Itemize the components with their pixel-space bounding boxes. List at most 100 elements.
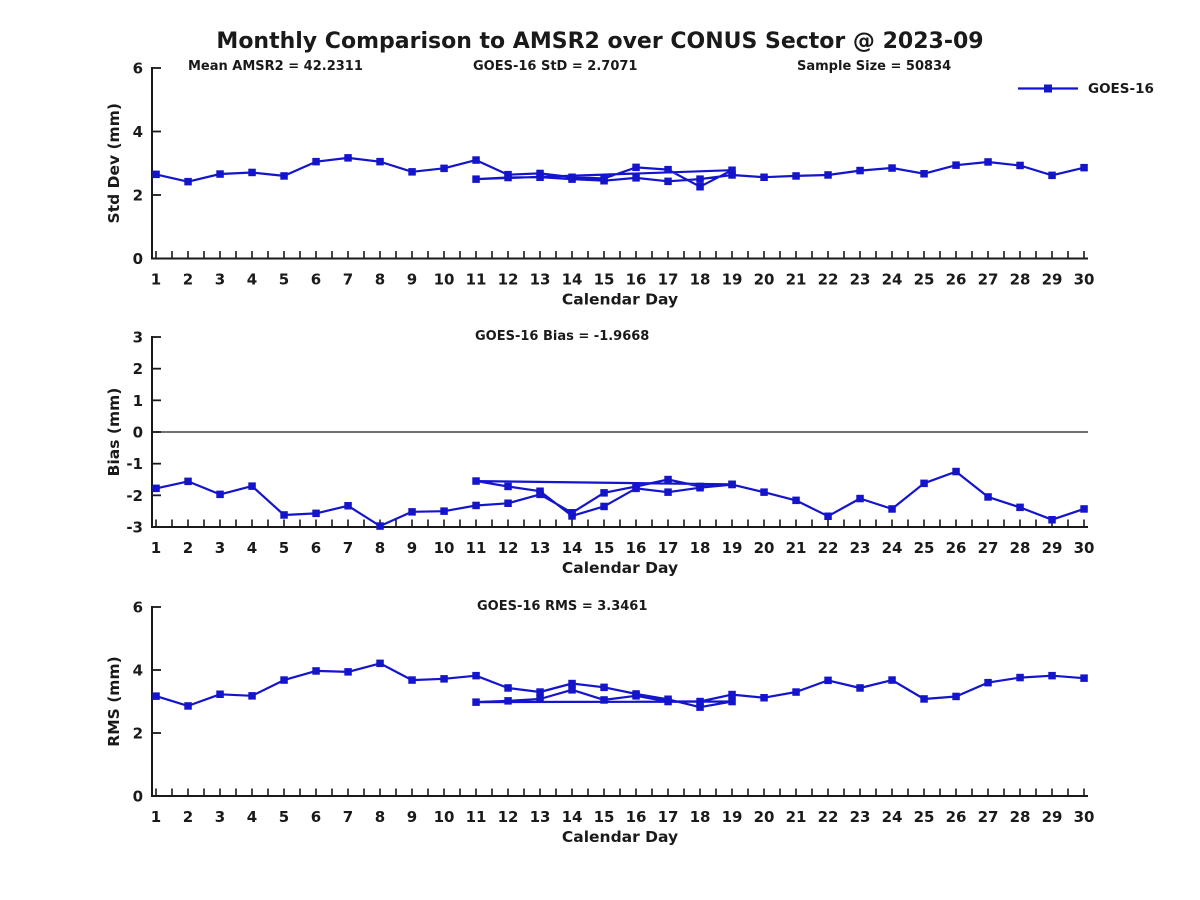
x-tick-label: 25 xyxy=(914,808,935,826)
x-tick-label: 30 xyxy=(1074,539,1095,557)
annotation-mean-amsr2: Mean AMSR2 = 42.2311 xyxy=(188,59,363,74)
data-line xyxy=(154,156,1086,188)
data-point xyxy=(216,690,224,698)
x-tick-label: 12 xyxy=(498,808,519,826)
data-point xyxy=(600,696,608,704)
x-tick-label: 23 xyxy=(850,271,871,289)
x-tick-label: 16 xyxy=(626,808,647,826)
data-point xyxy=(1016,673,1024,682)
x-tick-label: 25 xyxy=(914,539,935,557)
data-point xyxy=(792,688,800,696)
annotation-goes16-rms: GOES-16 RMS = 3.3461 xyxy=(477,599,648,614)
data-point xyxy=(824,512,832,520)
figure-title: Monthly Comparison to AMSR2 over CONUS S… xyxy=(216,29,984,54)
y-tick-label: 4 xyxy=(133,123,143,141)
data-point xyxy=(472,671,480,680)
data-point xyxy=(344,154,352,162)
data-point xyxy=(568,679,576,688)
x-tick-label: 13 xyxy=(530,271,551,289)
data-point xyxy=(1048,171,1056,180)
x-tick-label: 6 xyxy=(311,808,321,826)
data-point xyxy=(472,501,480,510)
x-tick-label: 18 xyxy=(690,271,711,289)
x-tick-label: 25 xyxy=(914,271,935,289)
data-point xyxy=(504,684,512,692)
data-point xyxy=(248,482,256,490)
x-tick-label: 12 xyxy=(498,539,519,557)
data-point xyxy=(856,166,864,175)
x-tick-label: 8 xyxy=(375,539,385,557)
data-point xyxy=(696,484,704,492)
x-tick-label: 5 xyxy=(279,808,289,826)
x-tick-label: 7 xyxy=(343,539,353,557)
data-point xyxy=(312,509,320,518)
x-axis-title: Calendar Day xyxy=(562,828,678,846)
data-point xyxy=(568,175,576,183)
data-point xyxy=(1048,516,1056,524)
legend: GOES-16 xyxy=(1016,80,1154,97)
x-tick-label: 20 xyxy=(754,271,775,289)
x-tick-label: 7 xyxy=(343,271,353,289)
data-point xyxy=(728,166,736,174)
x-tick-label: 27 xyxy=(978,539,999,557)
data-point xyxy=(504,697,512,705)
x-tick-label: 11 xyxy=(466,539,487,557)
data-point xyxy=(920,170,928,178)
data-point xyxy=(920,695,928,703)
x-tick-label: 8 xyxy=(375,808,385,826)
data-point xyxy=(664,165,672,174)
x-tick-label: 11 xyxy=(466,808,487,826)
x-tick-label: 22 xyxy=(818,808,839,826)
x-tick-label: 1 xyxy=(151,808,161,826)
x-tick-label: 30 xyxy=(1074,808,1095,826)
data-point xyxy=(760,488,768,496)
data-point xyxy=(184,702,192,710)
x-tick-label: 26 xyxy=(946,539,967,557)
data-point xyxy=(1080,674,1088,682)
data-point xyxy=(952,467,960,476)
annotation-sample-size: Sample Size = 50834 xyxy=(797,59,952,74)
y-tick-label: -2 xyxy=(126,487,143,505)
x-tick-label: 19 xyxy=(722,539,743,557)
x-tick-label: 5 xyxy=(279,539,289,557)
x-tick-label: 6 xyxy=(311,539,321,557)
x-tick-label: 28 xyxy=(1010,808,1031,826)
x-tick-label: 1 xyxy=(151,539,161,557)
y-axis-title: Std Dev (mm) xyxy=(105,103,123,223)
x-tick-label: 27 xyxy=(978,271,999,289)
data-point xyxy=(632,163,640,172)
x-tick-label: 26 xyxy=(946,271,967,289)
x-tick-label: 1 xyxy=(151,271,161,289)
data-point xyxy=(728,697,736,706)
data-point xyxy=(984,678,992,687)
x-tick-label: 10 xyxy=(434,271,455,289)
data-point xyxy=(184,177,192,186)
data-point xyxy=(984,493,992,501)
data-point xyxy=(152,170,160,179)
data-point xyxy=(1016,161,1024,170)
y-tick-label: 3 xyxy=(133,329,143,347)
x-tick-label: 18 xyxy=(690,539,711,557)
x-tick-label: 21 xyxy=(786,808,807,826)
x-axis-title: Calendar Day xyxy=(562,559,678,577)
x-tick-label: 20 xyxy=(754,539,775,557)
x-tick-label: 2 xyxy=(183,539,193,557)
data-point xyxy=(536,487,544,495)
x-tick-label: 14 xyxy=(562,539,583,557)
data-point xyxy=(280,511,288,519)
data-point xyxy=(504,173,512,182)
data-point xyxy=(472,156,480,164)
x-tick-label: 29 xyxy=(1042,539,1063,557)
data-point xyxy=(696,175,704,183)
data-point xyxy=(216,170,224,178)
data-point xyxy=(600,683,608,692)
x-tick-label: 17 xyxy=(658,271,679,289)
data-point xyxy=(984,158,992,166)
data-point xyxy=(1048,671,1056,680)
x-tick-label: 24 xyxy=(882,808,903,826)
x-tick-label: 8 xyxy=(375,271,385,289)
data-point xyxy=(440,164,448,173)
data-point xyxy=(952,161,960,169)
data-point xyxy=(728,480,736,489)
x-tick-label: 24 xyxy=(882,539,903,557)
